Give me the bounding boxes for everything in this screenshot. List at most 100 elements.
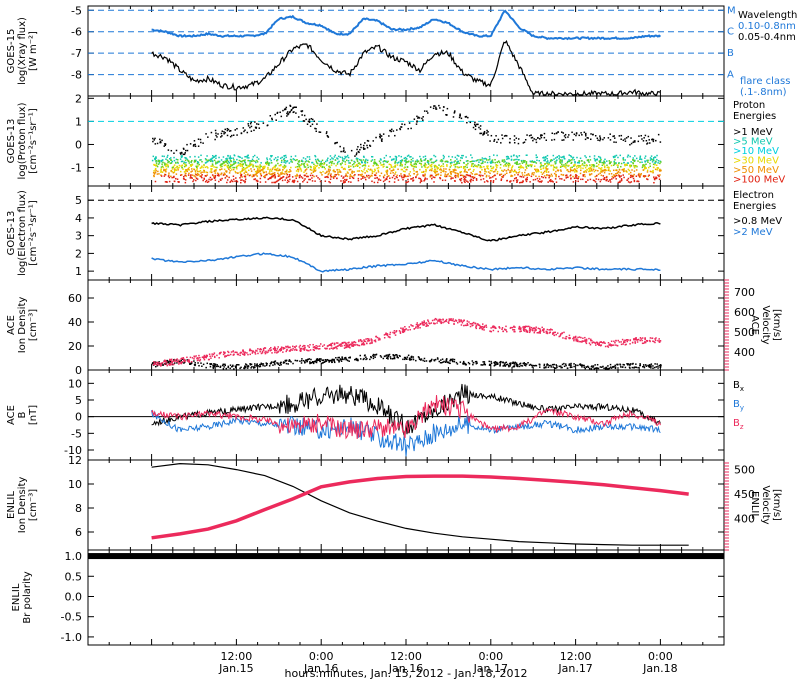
density-dot	[452, 358, 454, 360]
legend-entry: >30 MeV	[733, 156, 779, 167]
proton-dot	[405, 160, 407, 163]
velocity-dot	[249, 353, 252, 356]
density-dot	[315, 358, 318, 361]
proton-dot	[417, 160, 420, 162]
velocity-dot	[403, 330, 406, 333]
proton-dot	[419, 168, 421, 171]
proton-dot	[306, 123, 309, 125]
proton-dot	[569, 175, 571, 177]
proton-dot	[462, 167, 465, 170]
density-dot	[333, 359, 335, 362]
panel-frame	[87, 5, 725, 97]
proton-dot	[490, 167, 493, 170]
proton-dot	[403, 175, 405, 178]
proton-dot	[164, 144, 167, 147]
velocity-dot	[651, 337, 653, 340]
proton-dot	[213, 159, 216, 162]
legend-title: Wavelength	[738, 10, 797, 21]
proton-dot	[439, 176, 441, 179]
proton-dot	[258, 170, 260, 172]
proton-dot	[537, 169, 540, 172]
velocity-dot	[273, 349, 276, 352]
proton-dot	[622, 170, 625, 173]
velocity-dot	[394, 334, 397, 336]
proton-dot	[382, 133, 385, 135]
proton-dot	[274, 157, 277, 159]
proton-dot	[535, 168, 538, 171]
proton-dot	[294, 155, 297, 157]
proton-dot	[230, 169, 233, 171]
proton-dot	[561, 159, 563, 161]
density-dot	[445, 359, 447, 361]
proton-dot	[584, 155, 586, 157]
velocity-dot	[370, 338, 372, 340]
velocity-dot	[398, 330, 401, 332]
proton-dot	[153, 164, 156, 166]
proton-dot	[205, 133, 207, 135]
density-dot	[610, 366, 612, 368]
proton-dot	[207, 180, 210, 183]
proton-dot	[160, 160, 163, 163]
velocity-dot	[535, 329, 537, 332]
proton-dot	[184, 152, 186, 154]
proton-dot	[643, 167, 646, 169]
velocity-dot	[617, 339, 619, 342]
proton-dot	[339, 171, 342, 173]
proton-dot	[416, 170, 418, 173]
proton-dot	[333, 170, 335, 173]
density-dot	[502, 361, 504, 364]
velocity-dot	[156, 363, 159, 365]
proton-dot	[208, 159, 211, 162]
proton-dot	[458, 166, 460, 169]
proton-dot	[575, 134, 577, 137]
density-dot	[332, 359, 334, 361]
proton-dot	[606, 160, 608, 162]
proton-dot	[606, 164, 608, 166]
density-dot	[496, 362, 499, 364]
proton-dot	[559, 159, 562, 161]
velocity-dot	[383, 337, 386, 339]
velocity-dot	[181, 361, 183, 363]
proton-dot	[495, 164, 498, 166]
proton-dot	[221, 168, 223, 170]
proton-dot	[531, 172, 534, 174]
proton-dot	[390, 165, 393, 167]
proton-dot	[293, 111, 295, 113]
proton-dot	[364, 161, 366, 163]
velocity-dot	[421, 322, 423, 325]
proton-dot	[493, 138, 496, 141]
proton-dot	[194, 143, 196, 146]
density-dot	[628, 366, 631, 369]
velocity-dot	[303, 348, 306, 350]
proton-dot	[194, 155, 196, 158]
proton-dot	[296, 175, 298, 177]
proton-dot	[200, 172, 202, 174]
proton-dot	[210, 131, 213, 134]
proton-dot	[520, 159, 523, 162]
velocity-dot	[594, 342, 597, 344]
proton-dot	[380, 159, 382, 161]
proton-dot	[574, 175, 577, 177]
proton-dot	[603, 171, 606, 174]
density-dot	[496, 363, 499, 366]
velocity-dot	[423, 324, 425, 326]
proton-dot	[380, 135, 383, 137]
density-dot	[548, 364, 551, 367]
density-dot	[339, 359, 342, 361]
density-dot	[659, 366, 662, 368]
proton-dot	[252, 160, 255, 162]
proton-dot	[173, 175, 175, 178]
proton-dot	[600, 178, 602, 181]
proton-dot	[176, 178, 179, 180]
velocity-dot	[562, 337, 564, 339]
proton-dot	[154, 143, 157, 145]
proton-dot	[155, 169, 157, 172]
proton-dot	[213, 156, 216, 158]
proton-dot	[354, 173, 356, 176]
velocity-dot	[358, 339, 360, 341]
density-dot	[389, 357, 392, 360]
density-dot	[234, 365, 237, 367]
proton-dot	[280, 173, 283, 175]
proton-dot	[571, 131, 573, 134]
proton-dot	[257, 180, 259, 182]
